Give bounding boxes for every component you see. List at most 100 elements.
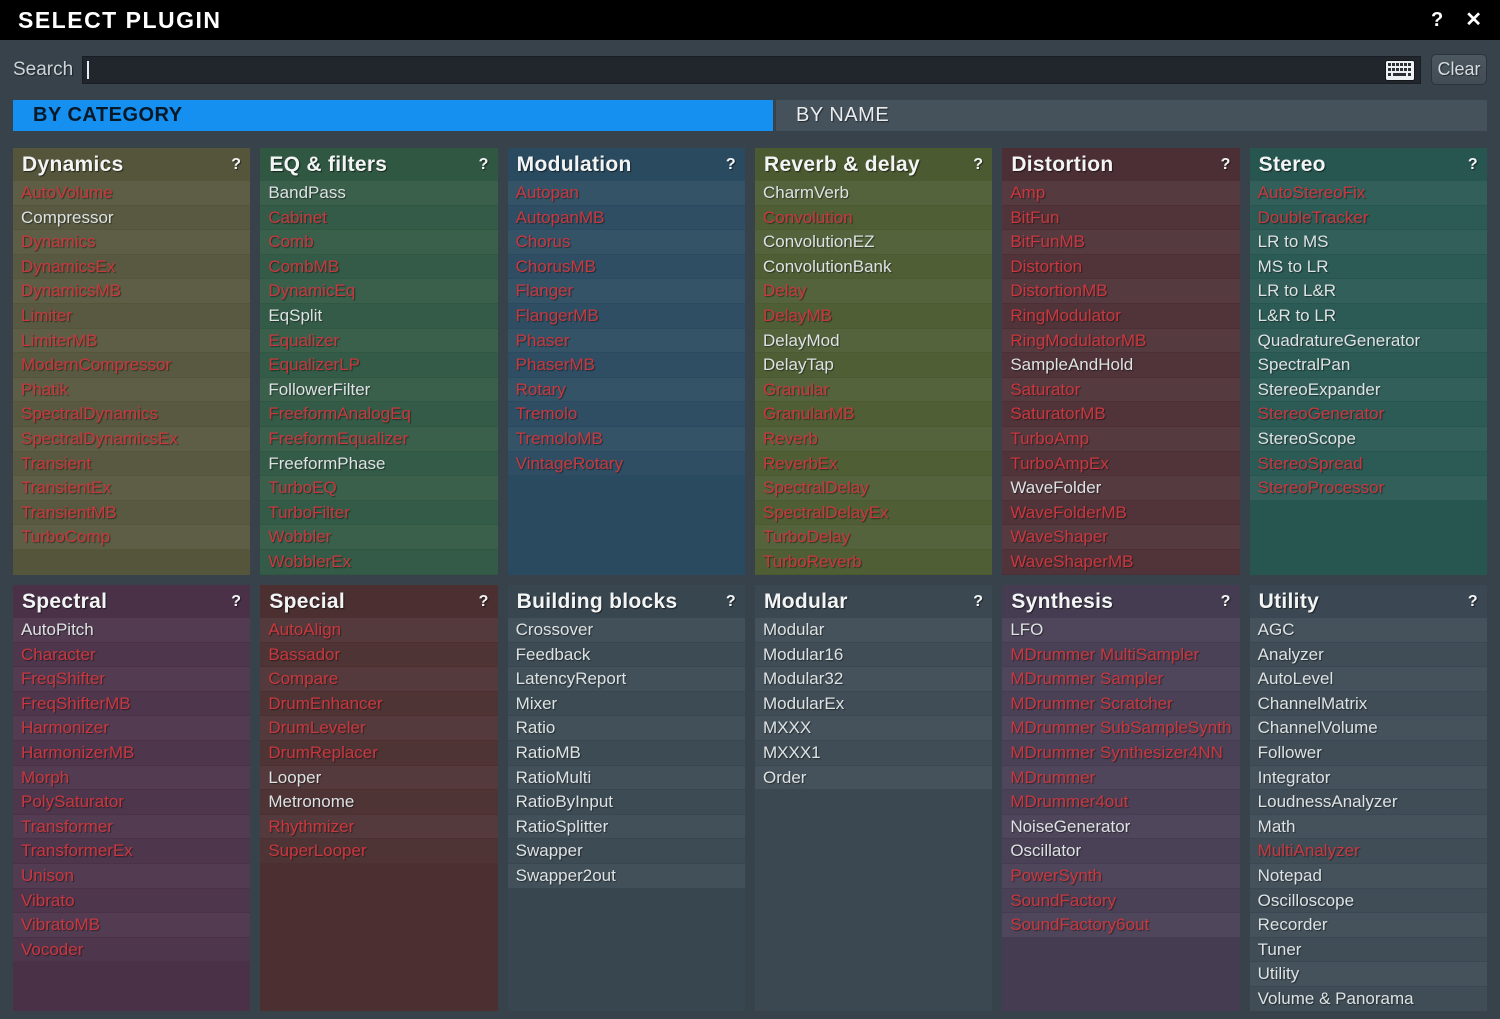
plugin-item[interactable]: FreeformEqualizer xyxy=(260,426,498,451)
plugin-item[interactable]: VintageRotary xyxy=(508,452,745,476)
plugin-item[interactable]: Saturator xyxy=(1002,377,1240,402)
plugin-item[interactable]: TransformerEx xyxy=(13,839,250,863)
plugin-item[interactable]: Bassador xyxy=(260,643,497,667)
plugin-item[interactable]: SpectralDelayEx xyxy=(755,501,992,525)
plugin-item[interactable]: Amp xyxy=(1002,181,1240,205)
plugin-item[interactable]: Dynamics xyxy=(13,230,251,254)
plugin-item[interactable]: Notepad xyxy=(1249,863,1487,888)
plugin-item[interactable]: AutoLevel xyxy=(1249,667,1487,691)
plugin-item[interactable]: Crossover xyxy=(507,618,745,642)
plugin-item[interactable]: MDrummer4out xyxy=(1002,790,1239,814)
plugin-item[interactable]: TurboEQ xyxy=(260,476,498,500)
plugin-item[interactable]: FreeformAnalogEq xyxy=(260,402,497,426)
plugin-item[interactable]: MXXX1 xyxy=(755,741,992,765)
plugin-item[interactable]: SpectralPan xyxy=(1250,353,1487,377)
plugin-item[interactable]: StereoSpread xyxy=(1250,452,1487,476)
plugin-item[interactable]: QuadratureGenerator xyxy=(1249,328,1487,353)
plugin-item[interactable]: Flanger xyxy=(507,279,745,303)
plugin-item[interactable]: Distortion xyxy=(1002,255,1239,279)
plugin-item[interactable]: Metronome xyxy=(260,790,497,814)
plugin-item[interactable]: ChorusMB xyxy=(508,255,745,279)
plugin-item[interactable]: SpectralDynamicsEx xyxy=(13,426,251,451)
plugin-item[interactable]: AutoVolume xyxy=(13,181,251,205)
plugin-item[interactable]: RatioSplitter xyxy=(507,814,745,839)
plugin-item[interactable]: Swapper xyxy=(508,839,745,863)
plugin-item[interactable]: AutoStereoFix xyxy=(1249,181,1487,205)
plugin-item[interactable]: MDrummer Synthesizer4NN xyxy=(1002,741,1239,765)
plugin-item[interactable]: DrumReplacer xyxy=(260,741,497,765)
plugin-item[interactable]: Oscilloscope xyxy=(1250,889,1487,913)
plugin-item[interactable]: StereoGenerator xyxy=(1250,402,1487,426)
plugin-item[interactable]: SoundFactory6out xyxy=(1002,913,1240,937)
plugin-item[interactable]: Transient xyxy=(13,452,250,476)
plugin-item[interactable]: Rhythmizer xyxy=(260,814,498,839)
category-help-icon[interactable]: ? xyxy=(478,155,489,173)
plugin-item[interactable]: TurboFilter xyxy=(260,501,497,525)
plugin-item[interactable]: TurboReverb xyxy=(755,550,992,574)
plugin-item[interactable]: ModularEx xyxy=(755,692,992,716)
plugin-item[interactable]: Utility xyxy=(1249,962,1487,986)
plugin-item[interactable]: MDrummer SubSampleSynth xyxy=(1002,716,1240,740)
plugin-item[interactable]: DynamicEq xyxy=(260,279,498,303)
plugin-item[interactable]: Limiter xyxy=(13,304,250,328)
plugin-item[interactable]: ReverbEx xyxy=(755,452,992,476)
category-help-icon[interactable]: ? xyxy=(973,592,984,610)
plugin-item[interactable]: Mixer xyxy=(508,692,745,716)
plugin-item[interactable]: PolySaturator xyxy=(13,790,250,814)
plugin-item[interactable]: MDrummer Sampler xyxy=(1002,667,1240,691)
plugin-item[interactable]: PowerSynth xyxy=(1002,863,1240,888)
plugin-item[interactable]: Analyzer xyxy=(1250,643,1487,667)
plugin-item[interactable]: Ratio xyxy=(507,716,745,740)
plugin-item[interactable]: DynamicsEx xyxy=(13,255,250,279)
plugin-item[interactable]: LR to MS xyxy=(1249,230,1487,254)
plugin-item[interactable]: RatioMB xyxy=(508,741,745,765)
plugin-item[interactable]: DelayTap xyxy=(755,353,992,377)
plugin-item[interactable]: Swapper2out xyxy=(507,863,745,888)
help-icon[interactable]: ? xyxy=(1431,9,1444,31)
plugin-item[interactable]: LoudnessAnalyzer xyxy=(1250,790,1487,814)
plugin-item[interactable]: EqualizerLP xyxy=(260,353,497,377)
plugin-item[interactable]: FlangerMB xyxy=(508,304,745,328)
plugin-item[interactable]: SpectralDelay xyxy=(754,476,993,500)
plugin-item[interactable]: BitFunMB xyxy=(1002,230,1240,254)
plugin-item[interactable]: GranularMB xyxy=(755,402,992,426)
plugin-item[interactable]: Delay xyxy=(754,279,993,303)
category-help-icon[interactable]: ? xyxy=(973,155,984,173)
plugin-item[interactable]: Recorder xyxy=(1249,913,1487,937)
plugin-item[interactable]: Harmonizer xyxy=(13,716,251,740)
plugin-item[interactable]: NoiseGenerator xyxy=(1002,814,1240,839)
plugin-item[interactable]: StereoScope xyxy=(1249,426,1487,451)
plugin-item[interactable]: DoubleTracker xyxy=(1250,206,1487,230)
plugin-item[interactable]: BitFun xyxy=(1002,206,1239,230)
plugin-item[interactable]: ChannelVolume xyxy=(1249,716,1487,740)
plugin-item[interactable]: RingModulator xyxy=(1002,304,1239,328)
plugin-item[interactable]: MS to LR xyxy=(1250,255,1487,279)
plugin-item[interactable]: Phatik xyxy=(13,377,251,402)
plugin-item[interactable]: DelayMB xyxy=(755,304,992,328)
plugin-item[interactable]: Tuner xyxy=(1250,938,1487,962)
plugin-item[interactable]: TremoloMB xyxy=(507,426,745,451)
plugin-item[interactable]: TransientMB xyxy=(13,501,250,525)
plugin-item[interactable]: Transformer xyxy=(13,814,251,839)
plugin-item[interactable]: Chorus xyxy=(507,230,745,254)
plugin-item[interactable]: DelayMod xyxy=(754,328,993,353)
plugin-item[interactable]: AutoPitch xyxy=(13,618,251,642)
plugin-item[interactable]: MDrummer Scratcher xyxy=(1002,692,1239,716)
plugin-item[interactable]: Modular32 xyxy=(754,667,993,691)
plugin-item[interactable]: TurboComp xyxy=(13,525,251,549)
plugin-item[interactable]: Oscillator xyxy=(1002,839,1239,863)
plugin-item[interactable]: Modular xyxy=(754,618,993,642)
plugin-item[interactable]: WaveShaper xyxy=(1002,525,1240,549)
plugin-item[interactable]: TurboAmpEx xyxy=(1002,452,1239,476)
plugin-item[interactable]: ConvolutionBank xyxy=(755,255,992,279)
plugin-item[interactable]: Reverb xyxy=(754,426,993,451)
plugin-item[interactable]: MDrummer MultiSampler xyxy=(1002,643,1239,667)
plugin-item[interactable]: ChannelMatrix xyxy=(1250,692,1487,716)
plugin-item[interactable]: Equalizer xyxy=(260,328,498,353)
plugin-item[interactable]: PhaserMB xyxy=(508,353,745,377)
plugin-item[interactable]: StereoExpander xyxy=(1249,377,1487,402)
plugin-item[interactable]: EqSplit xyxy=(260,304,497,328)
plugin-item[interactable]: Autopan xyxy=(507,181,745,205)
plugin-item[interactable]: ConvolutionEZ xyxy=(754,230,993,254)
plugin-item[interactable]: Vibrato xyxy=(13,889,250,913)
